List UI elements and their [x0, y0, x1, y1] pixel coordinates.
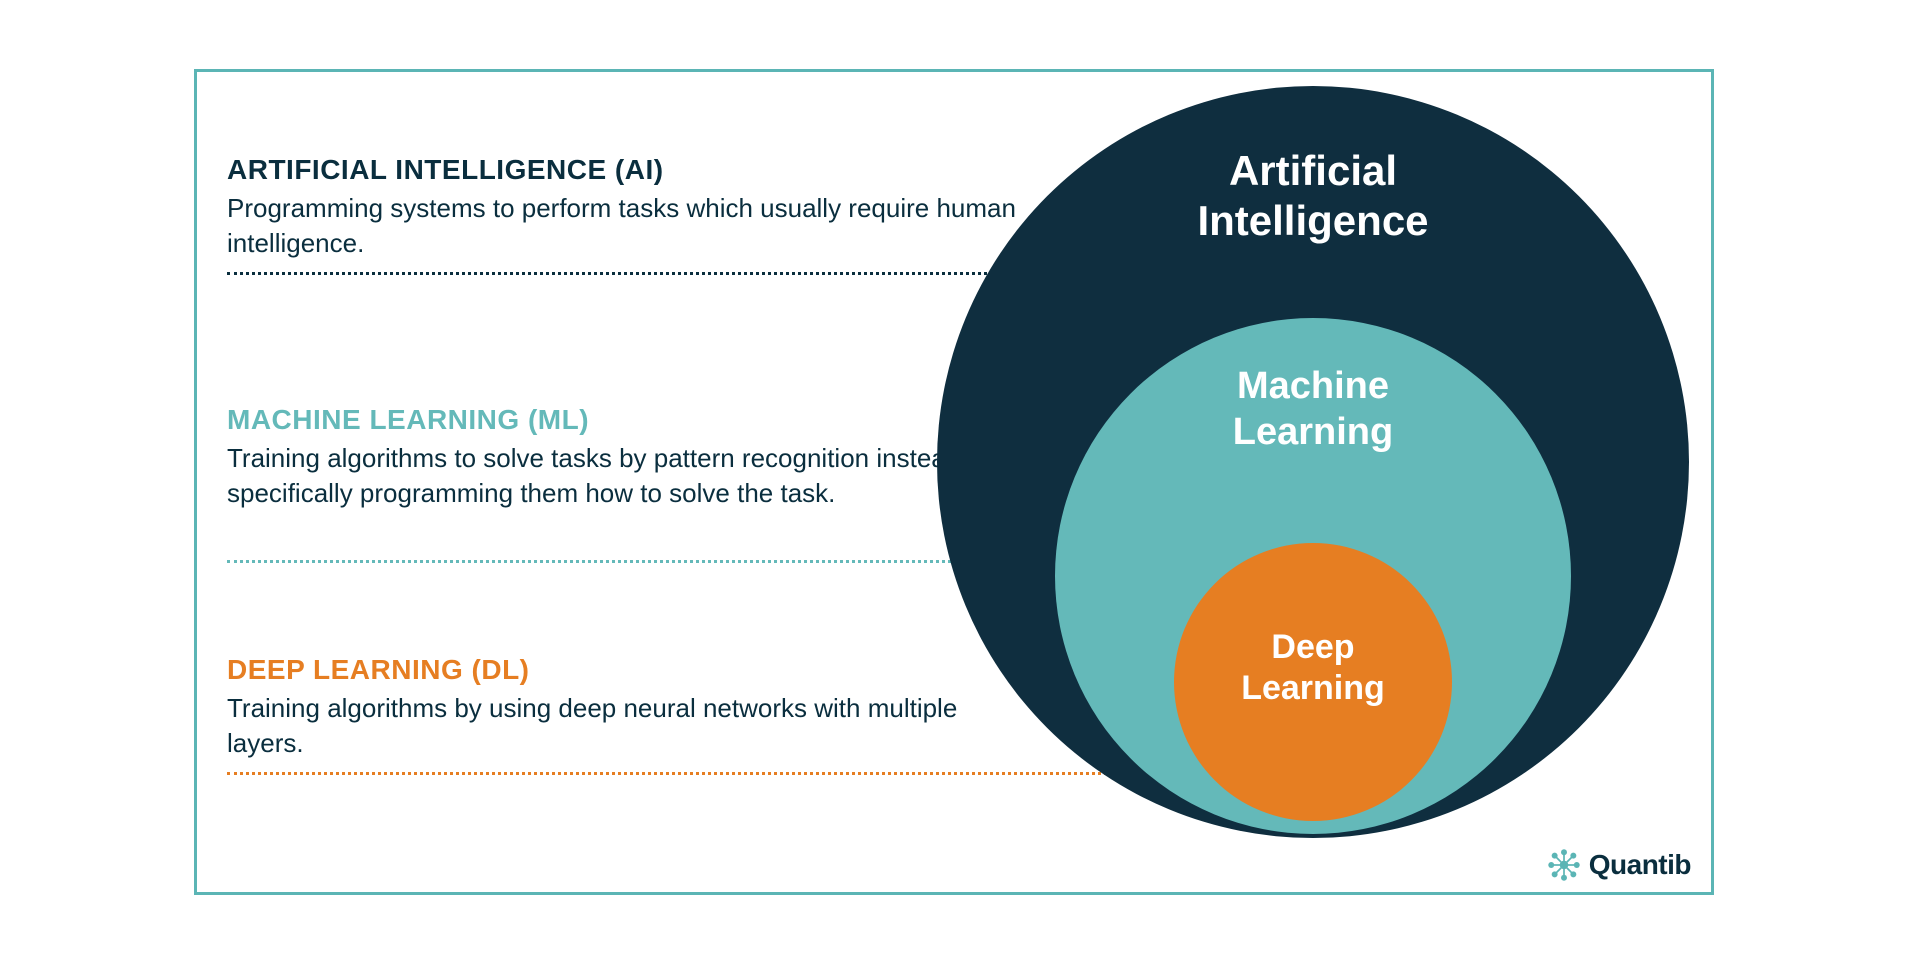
- definition-dl: DEEP LEARNING (DL) Training algorithms b…: [227, 652, 1027, 761]
- nested-circles: Artificial Intelligence Machine Learning…: [937, 86, 1689, 838]
- brand-logo-text: Quantib: [1589, 849, 1691, 881]
- diagram-frame: ARTIFICIAL INTELLIGENCE (AI) Programming…: [194, 69, 1714, 895]
- definition-ai: ARTIFICIAL INTELLIGENCE (AI) Programming…: [227, 152, 1027, 261]
- definition-dl-title: DEEP LEARNING (DL): [227, 652, 1027, 687]
- circle-ml-label: Machine Learning: [1055, 364, 1571, 455]
- circle-dl-label: Deep Learning: [1174, 627, 1452, 709]
- circle-ai-label-line1: Artificial: [1229, 147, 1397, 194]
- definition-ml-title: MACHINE LEARNING (ML): [227, 402, 1027, 437]
- circle-ml-label-line1: Machine: [1237, 365, 1389, 407]
- definition-ml: MACHINE LEARNING (ML) Training algorithm…: [227, 402, 1027, 511]
- definition-ai-title: ARTIFICIAL INTELLIGENCE (AI): [227, 152, 1027, 187]
- circle-ai-label-line2: Intelligence: [1197, 197, 1428, 244]
- definition-ai-body: Programming systems to perform tasks whi…: [227, 191, 1027, 261]
- circle-dl: Deep Learning: [1174, 543, 1452, 821]
- brand-logo-icon: [1547, 848, 1581, 882]
- brand-logo: Quantib: [1547, 848, 1691, 882]
- circle-dl-label-line1: Deep: [1271, 628, 1354, 666]
- circle-dl-label-line2: Learning: [1241, 669, 1385, 707]
- circle-ai-label: Artificial Intelligence: [937, 146, 1689, 247]
- connector-line-ml: [227, 560, 1047, 563]
- definition-ml-body: Training algorithms to solve tasks by pa…: [227, 441, 1027, 511]
- circle-ml-label-line2: Learning: [1233, 411, 1393, 453]
- definition-dl-body: Training algorithms by using deep neural…: [227, 691, 1027, 761]
